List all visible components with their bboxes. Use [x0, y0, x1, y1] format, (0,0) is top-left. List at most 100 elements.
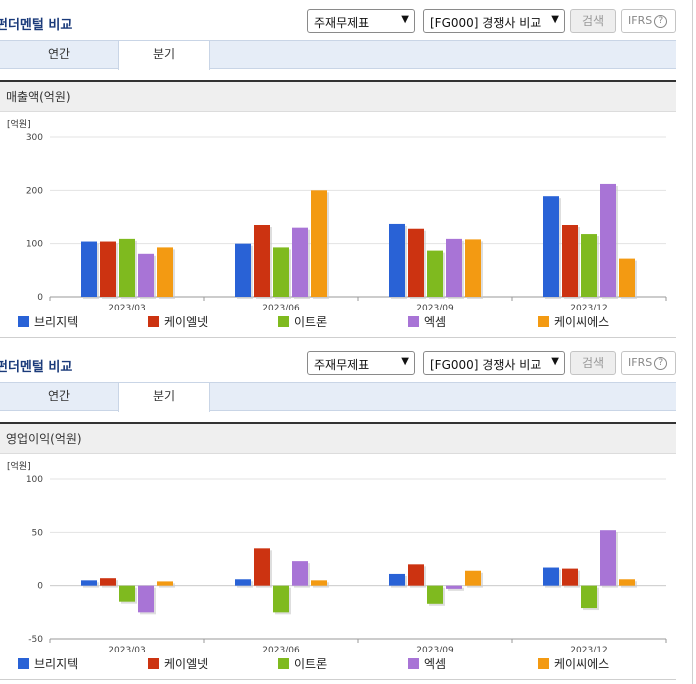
comparison-select[interactable]: [FG000] 경쟁사 비교 ▼	[423, 351, 565, 375]
x-tick-label: 2023/06	[262, 646, 300, 652]
tab-quarterly[interactable]: 분기	[118, 41, 210, 70]
bar[interactable]	[446, 585, 462, 589]
search-button[interactable]: 검색	[570, 9, 616, 33]
bar[interactable]	[311, 580, 327, 586]
ifrs-button[interactable]: IFRS?	[621, 9, 676, 33]
divider	[0, 679, 676, 680]
y-tick-label: 0	[37, 582, 43, 592]
x-tick-label: 2023/06	[262, 304, 300, 310]
legend-swatch	[278, 658, 289, 669]
bar[interactable]	[562, 568, 578, 586]
tab-annual[interactable]: 연간	[47, 47, 71, 61]
bar[interactable]	[389, 223, 405, 297]
search-button[interactable]: 검색	[570, 351, 616, 375]
bar[interactable]	[600, 530, 616, 586]
ifrs-label: IFRS	[628, 14, 653, 27]
legend-swatch	[148, 658, 159, 669]
bar[interactable]	[138, 585, 154, 613]
bar[interactable]	[235, 579, 251, 586]
legend-item[interactable]: 케이씨에스	[538, 655, 609, 672]
bar[interactable]	[254, 225, 270, 297]
legend-item[interactable]: 엑셈	[408, 313, 446, 330]
bar[interactable]	[100, 578, 116, 586]
bar[interactable]	[581, 234, 597, 297]
divider	[0, 337, 676, 338]
legend-swatch	[538, 658, 549, 669]
statement-select[interactable]: 주재무제표 ▼	[307, 9, 415, 33]
bar[interactable]	[254, 548, 270, 586]
legend-swatch	[408, 658, 419, 669]
chevron-down-icon: ▼	[401, 356, 409, 367]
bar[interactable]	[562, 225, 578, 297]
tab-annual[interactable]: 연간	[47, 389, 71, 403]
bar[interactable]	[581, 585, 597, 609]
ifrs-button[interactable]: IFRS?	[621, 351, 676, 375]
y-tick-label: 200	[26, 186, 43, 196]
legend-item[interactable]: 이트론	[278, 655, 327, 672]
bar-shadow	[448, 587, 464, 591]
legend-item[interactable]: 브리지텍	[18, 655, 78, 672]
x-tick-label: 2023/09	[416, 646, 454, 652]
legend-item[interactable]: 엑셈	[408, 655, 446, 672]
bar[interactable]	[292, 227, 308, 297]
bar[interactable]	[235, 243, 251, 297]
bar[interactable]	[81, 580, 97, 586]
bar[interactable]	[389, 573, 405, 586]
x-tick-label: 2023/12	[570, 646, 607, 652]
bar[interactable]	[273, 585, 289, 613]
bar[interactable]	[157, 247, 173, 297]
bar[interactable]	[408, 564, 424, 586]
legend-label: 브리지텍	[34, 657, 79, 671]
chart-legend: 브리지텍 케이엘넷 이트론 엑셈 케이씨에스	[0, 655, 676, 673]
bar[interactable]	[427, 585, 443, 604]
legend-swatch	[408, 316, 419, 327]
bar[interactable]	[465, 570, 481, 586]
x-tick-label: 2023/03	[108, 646, 145, 652]
bar[interactable]	[138, 253, 154, 297]
period-tabs: 연간 분기	[0, 382, 676, 412]
legend-item[interactable]: 케이엘넷	[148, 313, 208, 330]
x-tick-label: 2023/03	[108, 304, 145, 310]
y-tick-label: 100	[26, 240, 43, 250]
operating-profit-chart: [억원] -50 0 50 100 2023/03 2023/06 2023/09 2023/1…	[7, 460, 667, 652]
bar[interactable]	[157, 581, 173, 586]
legend-label: 엑셈	[424, 315, 447, 329]
bar[interactable]	[600, 183, 616, 297]
bar[interactable]	[543, 196, 559, 297]
legend-label: 케이씨에스	[554, 657, 610, 671]
bar[interactable]	[619, 258, 635, 297]
x-tick-label: 2023/09	[416, 304, 454, 310]
bar[interactable]	[446, 238, 462, 297]
bar[interactable]	[427, 250, 443, 297]
chevron-down-icon: ▼	[551, 14, 559, 25]
legend-swatch	[278, 316, 289, 327]
bar[interactable]	[311, 190, 327, 297]
comparison-select[interactable]: [FG000] 경쟁사 비교 ▼	[423, 9, 565, 33]
legend-item[interactable]: 브리지텍	[18, 313, 78, 330]
bar[interactable]	[543, 567, 559, 586]
statement-select-value: 주재무제표	[314, 16, 370, 30]
legend-item[interactable]: 케이엘넷	[148, 655, 208, 672]
bar[interactable]	[292, 561, 308, 586]
unit-label: [억원]	[7, 118, 31, 130]
bar[interactable]	[119, 238, 135, 297]
bar[interactable]	[408, 228, 424, 297]
period-tabs: 연간 분기	[0, 40, 676, 70]
legend-item[interactable]: 이트론	[278, 313, 327, 330]
y-tick-label: -50	[28, 635, 43, 645]
bar[interactable]	[119, 585, 135, 602]
help-icon[interactable]: ?	[654, 15, 668, 28]
x-tick-label: 2023/12	[570, 304, 607, 310]
tab-quarterly[interactable]: 분기	[118, 383, 210, 412]
bar[interactable]	[100, 241, 116, 297]
legend-item[interactable]: 케이씨에스	[538, 313, 609, 330]
bar[interactable]	[465, 239, 481, 297]
bar[interactable]	[81, 241, 97, 297]
statement-select[interactable]: 주재무제표 ▼	[307, 351, 415, 375]
help-icon[interactable]: ?	[654, 357, 668, 370]
y-tick-label: 100	[26, 475, 43, 485]
bar[interactable]	[619, 579, 635, 586]
bar[interactable]	[273, 247, 289, 297]
y-tick-label: 0	[37, 293, 43, 303]
legend-label: 브리지텍	[34, 315, 79, 329]
